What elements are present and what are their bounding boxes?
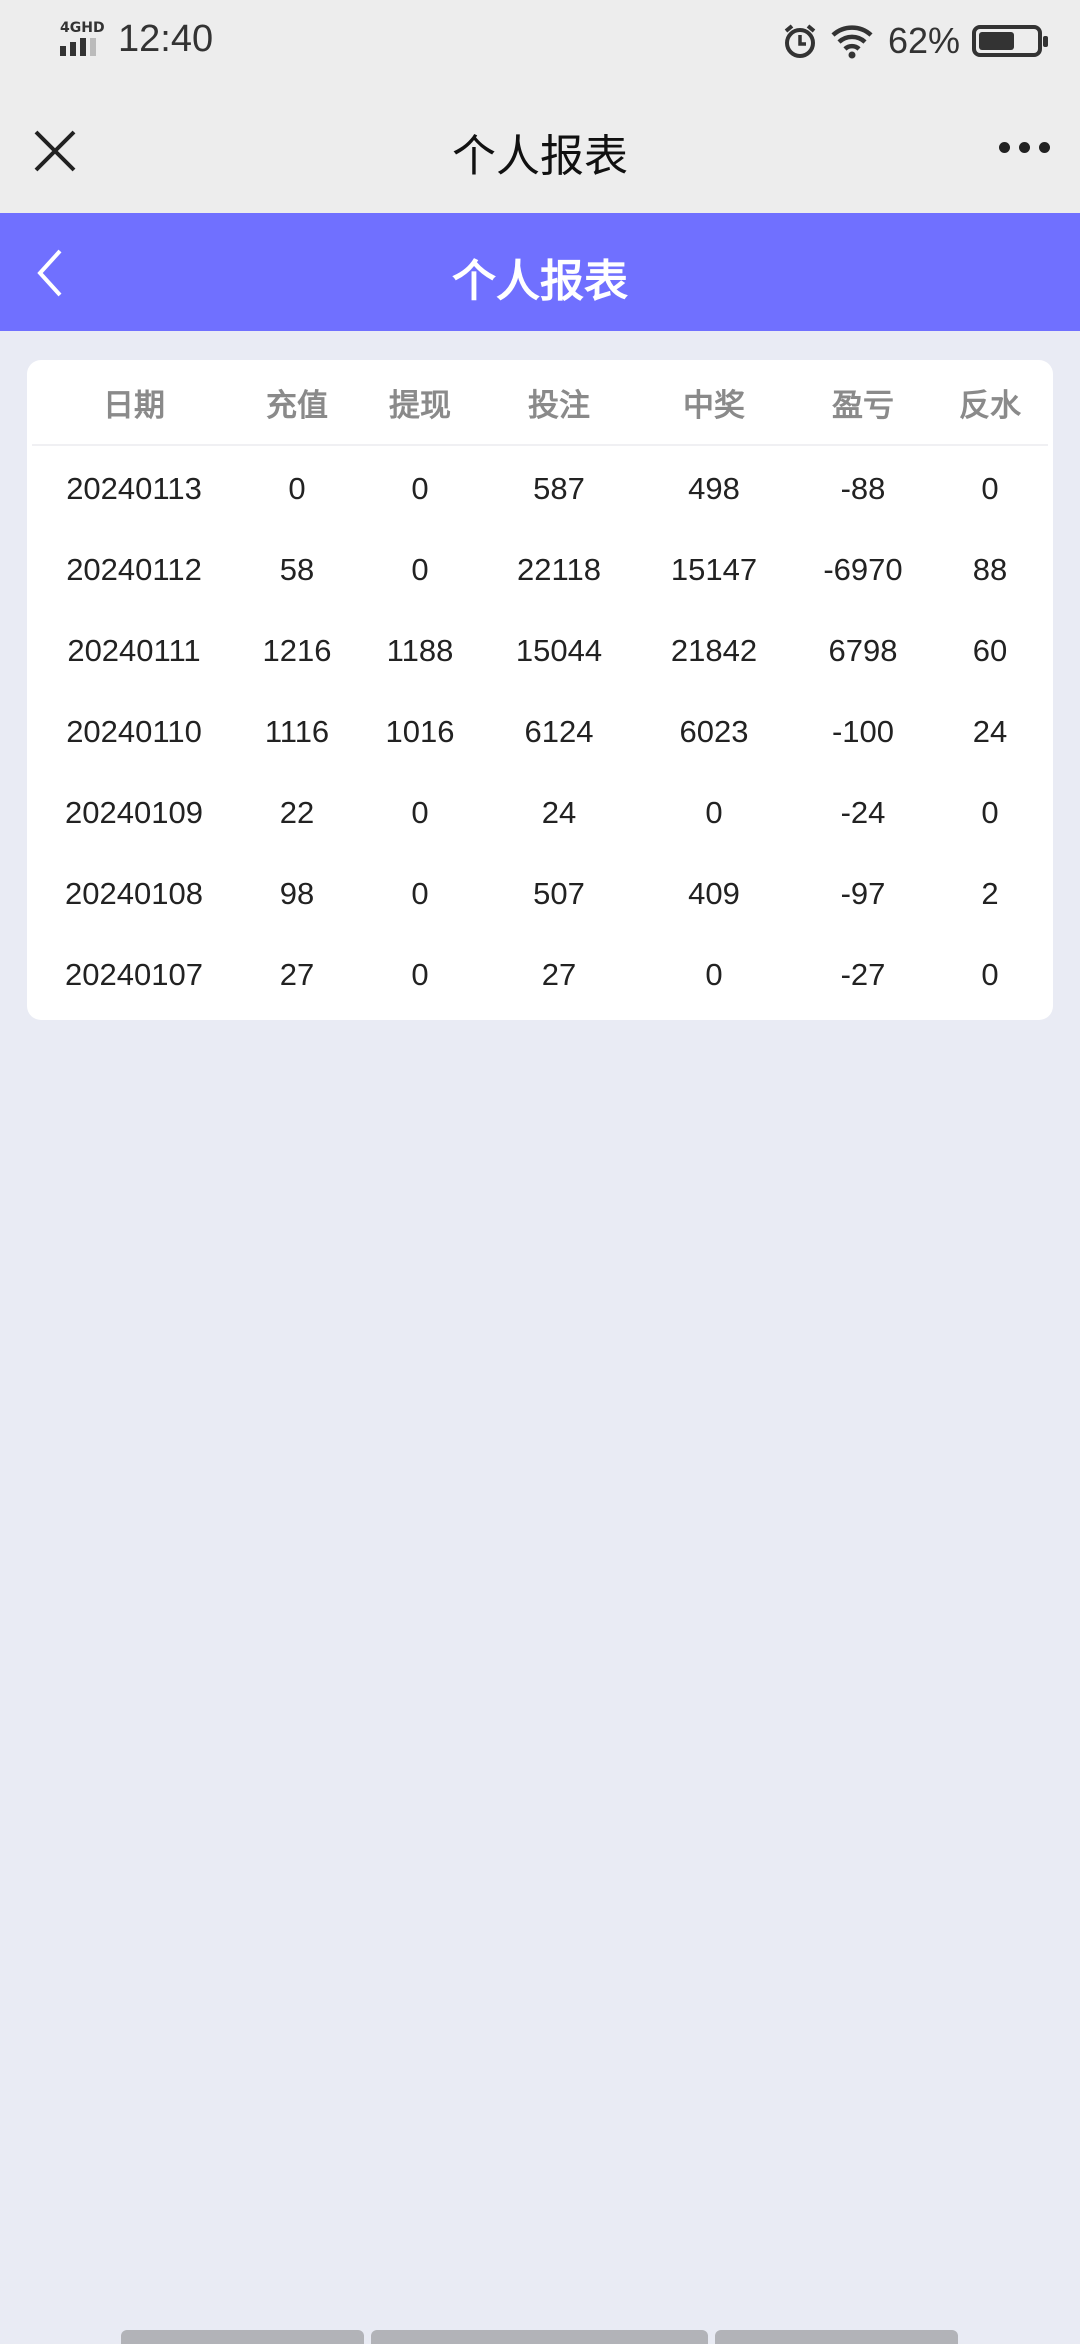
table-cell: 1216 <box>262 632 332 668</box>
wifi-icon <box>831 25 873 59</box>
table-cell: 1188 <box>386 632 454 668</box>
table-cell: 20240107 <box>65 956 203 992</box>
table-row: 20240110 1116 1016 6124 6023 -100 24 <box>27 691 1053 772</box>
table-cell: 15044 <box>515 632 603 668</box>
table-cell: 0 <box>411 470 429 506</box>
table-cell: 0 <box>411 794 429 830</box>
table-row: 20240112 58 0 22118 15147 -6970 88 <box>27 529 1053 610</box>
gesture-bar <box>371 2330 708 2344</box>
chevron-left-icon[interactable] <box>30 243 70 303</box>
table-cell: 22118 <box>517 551 601 587</box>
table-cell: 0 <box>981 794 999 830</box>
table-cell: 0 <box>705 794 723 830</box>
table-cell: -27 <box>840 956 886 992</box>
table-cell: 2 <box>981 875 999 911</box>
table-cell: 0 <box>411 956 429 992</box>
table-cell: 27 <box>279 956 315 992</box>
table-cell: 20240109 <box>65 794 203 830</box>
table-cell: 409 <box>688 875 740 911</box>
network-type: 4GHD <box>60 20 105 36</box>
table-cell: 1116 <box>264 713 330 749</box>
table-row: 20240113 0 0 587 498 -88 0 <box>27 448 1053 529</box>
table-cell: 24 <box>972 713 1008 749</box>
table-cell: -24 <box>840 794 886 830</box>
table-cell: -100 <box>831 713 895 749</box>
table-cell: 0 <box>288 470 306 506</box>
table-cell: 20240108 <box>65 875 203 911</box>
report-table: 日期 充值 提现 投注 中奖 盈亏 反水 20240113 0 0 587 498 -88… <box>27 360 1053 1020</box>
table-cell: 20240110 <box>66 713 202 749</box>
battery-icon <box>972 25 1048 57</box>
table-cell: 20240112 <box>66 551 202 587</box>
column-header: 充值 <box>266 387 328 424</box>
table-cell: 0 <box>411 551 429 587</box>
table-cell: 15147 <box>670 551 758 587</box>
table-cell: 20240111 <box>67 632 201 668</box>
table-cell: 27 <box>541 956 577 992</box>
table-row: 20240109 22 0 24 0 -24 0 <box>27 772 1053 853</box>
table-cell: 98 <box>279 875 315 911</box>
table-cell: 6124 <box>524 713 594 749</box>
table-cell: 20240113 <box>66 470 202 506</box>
table-cell: 507 <box>533 875 585 911</box>
column-header: 反水 <box>959 387 1021 424</box>
table-cell: 0 <box>981 470 999 506</box>
battery-percent: 62% <box>887 20 960 61</box>
table-cell: 1016 <box>385 713 455 749</box>
table-cell: -88 <box>840 470 886 506</box>
nav-bar: 个人报表 <box>0 90 1080 213</box>
table-cell: 58 <box>279 551 315 587</box>
table-cell: 587 <box>533 470 585 506</box>
table-cell: -97 <box>840 875 886 911</box>
table-row: 20240111 1216 1188 15044 21842 6798 60 <box>27 610 1053 691</box>
table-cell: 21842 <box>670 632 758 668</box>
table-cell: 0 <box>981 956 999 992</box>
gesture-bar <box>121 2330 364 2344</box>
table-row: 20240108 98 0 507 409 -97 2 <box>27 853 1053 934</box>
column-header: 提现 <box>389 387 451 424</box>
column-header: 中奖 <box>683 387 745 424</box>
column-header: 投注 <box>528 387 590 424</box>
table-cell: -6970 <box>823 551 903 587</box>
gesture-bar <box>715 2330 958 2344</box>
page-title: 个人报表 <box>452 256 628 307</box>
table-cell: 60 <box>972 632 1008 668</box>
clock: 12:40 <box>118 18 214 60</box>
table-cell: 22 <box>279 794 315 830</box>
table-cell: 6798 <box>828 632 898 668</box>
page-header: 个人报表 <box>0 213 1080 331</box>
table-cell: 0 <box>411 875 429 911</box>
more-icon[interactable] <box>999 142 1050 153</box>
table-cell: 88 <box>972 551 1008 587</box>
table-cell: 6023 <box>679 713 749 749</box>
table-cell: 498 <box>688 470 740 506</box>
column-header: 日期 <box>103 387 165 424</box>
column-header: 盈亏 <box>832 387 894 424</box>
table-cell: 0 <box>705 956 723 992</box>
close-icon[interactable] <box>30 126 80 176</box>
signal-icon <box>60 38 96 56</box>
table-header: 日期 充值 提现 投注 中奖 盈亏 反水 <box>32 360 1048 446</box>
nav-title: 个人报表 <box>452 131 628 182</box>
table-cell: 24 <box>541 794 577 830</box>
alarm-icon <box>784 24 816 58</box>
status-bar: 4GHD 12:40 62% <box>0 0 1080 90</box>
table-row: 20240107 27 0 27 0 -27 0 <box>27 934 1053 1015</box>
